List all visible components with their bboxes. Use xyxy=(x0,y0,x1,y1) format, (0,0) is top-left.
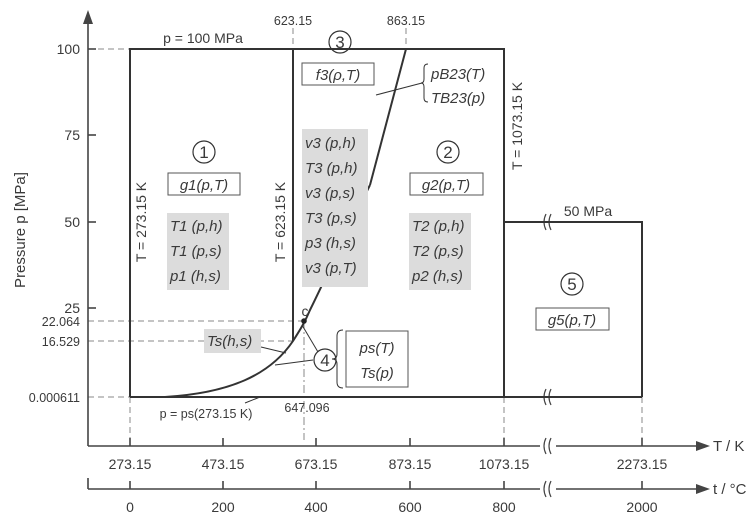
top-tick-623: 623.15 xyxy=(274,14,312,28)
x-axis-label-kelvin: T / K xyxy=(713,438,744,455)
b23-pressure-equation: pB23(T) xyxy=(430,66,485,83)
region-3-backward-eq: v3 (p,s) xyxy=(305,185,355,202)
region-2-backward-eq: T2 (p,s) xyxy=(412,243,464,260)
boundary-label-tmin: T = 273.15 K xyxy=(133,181,149,262)
region-2-number: 2 xyxy=(443,143,452,162)
region-4-backward-eq: Ts(h,s) xyxy=(207,333,252,350)
x-tick-k: 873.15 xyxy=(389,456,432,472)
region-3-basic-equation: f3(ρ,T) xyxy=(316,67,360,84)
y-tick-75: 75 xyxy=(64,127,80,143)
x-tick-k: 2273.15 xyxy=(617,456,668,472)
region-1-backward-eq: T1 (p,h) xyxy=(170,218,223,235)
region-2-basic-equation: g2(p,T) xyxy=(422,177,470,194)
x-tick-k: 473.15 xyxy=(202,456,245,472)
x-tick-c: 2000 xyxy=(626,499,657,515)
boundary-label-t25: T = 1073.15 K xyxy=(509,81,525,170)
boundary-label-pmin: p = ps(273.15 K) xyxy=(160,407,253,421)
y-tick-25: 25 xyxy=(64,300,80,316)
y-tick-100: 100 xyxy=(57,41,81,57)
critical-temperature-label: 647.096 xyxy=(284,401,329,415)
boundary-label-p5max: 50 MPa xyxy=(564,203,612,219)
region-3-backward-eq: v3 (p,T) xyxy=(305,260,357,277)
region-5-basic-equation: g5(p,T) xyxy=(548,312,596,329)
x-tick-c: 200 xyxy=(211,499,235,515)
b23-temperature-equation: TB23(p) xyxy=(431,90,485,107)
region-1-number: 1 xyxy=(199,143,208,162)
axes xyxy=(83,10,710,494)
x-tick-c: 600 xyxy=(398,499,422,515)
x-tick-k: 1073.15 xyxy=(479,456,530,472)
x-axis-label-celsius: t / °C xyxy=(713,481,747,498)
region-2-backward-eq: T2 (p,h) xyxy=(412,218,465,235)
critical-point xyxy=(301,318,307,324)
x-tick-c: 800 xyxy=(492,499,516,515)
region-1-backward-eq: T1 (p,s) xyxy=(170,243,222,260)
y-tick-critical-p: 22.064 xyxy=(42,315,80,329)
region-4-number: 4 xyxy=(320,351,329,370)
region-3-backward-eq: v3 (p,h) xyxy=(305,135,356,152)
region-3-number: 3 xyxy=(335,33,344,52)
region-2-backward-eq: p2 (h,s) xyxy=(411,268,463,285)
region-4-saturation-temperature: Ts(p) xyxy=(360,365,394,382)
y-tick-16529: 16.529 xyxy=(42,335,80,349)
region-1-basic-equation: g1(p,T) xyxy=(180,177,228,194)
region-3-backward-eq: T3 (p,s) xyxy=(305,210,357,227)
critical-point-label: c xyxy=(302,303,309,319)
region-5-number: 5 xyxy=(567,275,576,294)
x-tick-c: 0 xyxy=(126,499,134,515)
y-tick-50: 50 xyxy=(64,214,80,230)
boundary-label-t13: T = 623.15 K xyxy=(272,181,288,262)
axis-break-marks xyxy=(543,213,552,498)
x-tick-k: 273.15 xyxy=(109,456,152,472)
x-tick-k: 673.15 xyxy=(295,456,338,472)
region-1-backward-eq: p1 (h,s) xyxy=(169,268,221,285)
x-tick-c: 400 xyxy=(304,499,328,515)
top-tick-863: 863.15 xyxy=(387,14,425,28)
y-axis-label: Pressure p [MPa] xyxy=(12,172,29,288)
region-3-backward-eq: T3 (p,h) xyxy=(305,160,358,177)
boundary-label-pmax: p = 100 MPa xyxy=(163,30,243,46)
region-3-backward-eq: p3 (h,s) xyxy=(304,235,356,252)
y-tick-triple-p: 0.000611 xyxy=(29,391,80,405)
region-4-saturation-pressure: ps(T) xyxy=(359,340,395,357)
